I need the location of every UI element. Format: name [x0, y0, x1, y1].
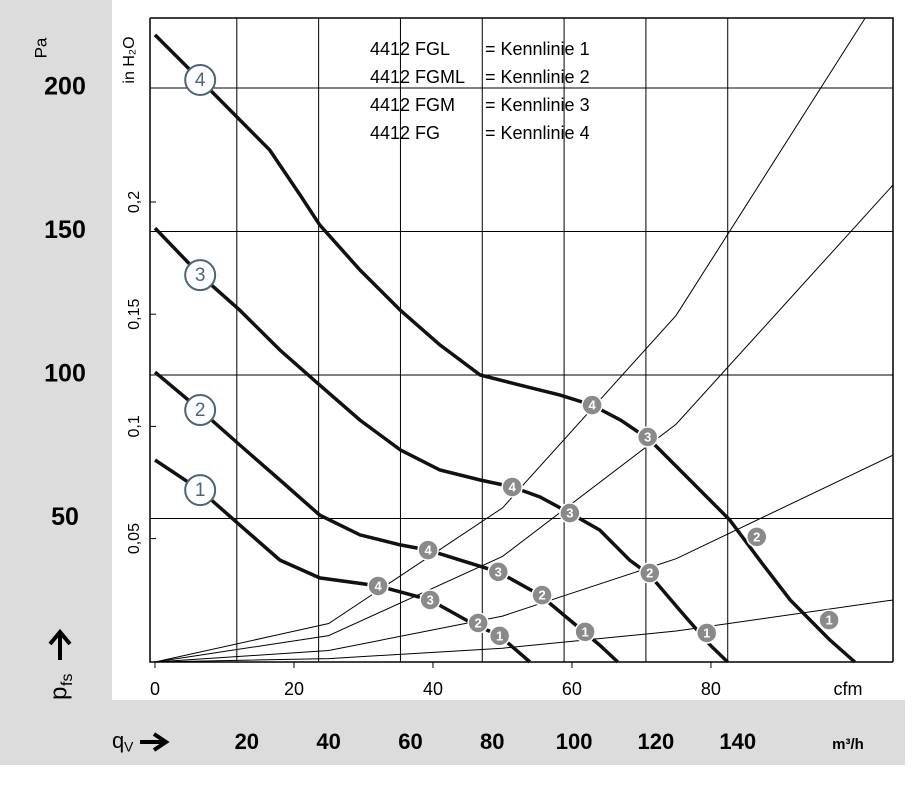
- operating-point-label: 3: [644, 429, 651, 444]
- legend-model: 4412 FGL: [370, 39, 450, 59]
- operating-point: [367, 575, 389, 597]
- x2-tick-label: 60: [398, 729, 422, 754]
- operating-point-label: 1: [703, 625, 710, 640]
- operating-point: [559, 502, 581, 524]
- operating-point-label: 2: [538, 588, 545, 603]
- y-tick-label: 50: [51, 503, 79, 531]
- curve-badge-label: 2: [195, 400, 206, 421]
- curve-badge: [184, 63, 217, 96]
- x-arrow: [140, 732, 170, 752]
- operating-point: [531, 584, 553, 606]
- x2-tick-label: 100: [556, 729, 593, 754]
- y-arrow: [48, 628, 72, 660]
- legend-curve: = Kennlinie 3: [485, 95, 590, 115]
- y2-tick-label: 0,2: [126, 191, 143, 213]
- x-tick-label: 40: [423, 679, 443, 699]
- x-tick-label: 0: [150, 679, 160, 699]
- legend-model: 4412 FGM: [370, 95, 455, 115]
- y2-tick-label: 0,1: [126, 415, 143, 437]
- system-curve: [154, 184, 894, 663]
- y-axis-label: Pa: [31, 37, 50, 58]
- x2-tick-label: 40: [316, 729, 340, 754]
- operating-point: [501, 476, 523, 498]
- fan-curve: [153, 33, 856, 664]
- operating-point: [417, 539, 439, 561]
- plot-frame: [149, 17, 894, 663]
- y-symbol: p fs: [45, 628, 76, 700]
- operating-point: [487, 561, 510, 583]
- legend-model: 4412 FGML: [370, 67, 465, 87]
- curve-badge: [184, 259, 217, 292]
- operating-point: [636, 426, 659, 448]
- x-symbol-sub: V: [124, 739, 134, 755]
- fan-curve: [153, 370, 619, 664]
- y-tick-label: 100: [44, 360, 86, 388]
- operating-point: [639, 562, 661, 584]
- operating-point-label: 2: [753, 529, 760, 544]
- x2-tick-label: 20: [235, 729, 259, 754]
- curve-badge-label: 3: [195, 265, 206, 286]
- x-symbol-main: q: [112, 728, 124, 753]
- y2-tick-label: 0,05: [126, 523, 143, 554]
- system-curve: [154, 17, 866, 663]
- operating-point: [488, 625, 511, 647]
- operating-point: [818, 609, 840, 631]
- y-tick-label: 200: [44, 73, 86, 101]
- legend-curve: = Kennlinie 4: [485, 123, 590, 143]
- operating-point-label: 1: [496, 628, 503, 643]
- curve-badge: [184, 474, 217, 507]
- y-tick-label: 150: [44, 216, 86, 244]
- operating-point-label: 2: [646, 565, 653, 580]
- operating-point-label: 3: [427, 592, 434, 607]
- system-curve: [154, 454, 894, 663]
- operating-point: [581, 394, 603, 416]
- operating-point-label: 3: [495, 564, 502, 579]
- operating-point-label: 4: [588, 398, 596, 413]
- operating-point: [746, 526, 768, 548]
- operating-point: [696, 622, 718, 644]
- y2-tick-label: 0,15: [126, 299, 143, 330]
- operating-point-label: 2: [475, 615, 482, 630]
- y-symbol-sub: fs: [59, 674, 76, 686]
- x2-tick-label: 120: [638, 729, 675, 754]
- x-tick-label: 60: [562, 679, 582, 699]
- curve-badge-label: 4: [195, 70, 206, 91]
- operating-point: [574, 621, 596, 643]
- x2-axis-label: m³/h: [832, 736, 864, 753]
- legend-model: 4412 FG: [370, 123, 440, 143]
- bottom-band: [0, 700, 905, 765]
- system-curve: [154, 599, 894, 663]
- operating-point: [467, 612, 489, 634]
- operating-point-label: 1: [825, 613, 832, 628]
- legend-curve: = Kennlinie 1: [485, 39, 590, 59]
- operating-point-label: 1: [582, 624, 589, 639]
- operating-point: [419, 589, 441, 611]
- x-axis-label: cfm: [834, 679, 863, 699]
- x2-tick-label: 140: [719, 729, 756, 754]
- operating-point-label: 3: [566, 505, 573, 520]
- y-symbol-main: p: [45, 687, 72, 700]
- x-tick-label: 20: [284, 679, 304, 699]
- curve-badge-label: 1: [195, 480, 206, 501]
- legend-curve: = Kennlinie 2: [485, 67, 590, 87]
- operating-point-label: 4: [424, 543, 432, 558]
- x2-tick-label: 80: [480, 729, 504, 754]
- operating-point-label: 4: [374, 578, 382, 593]
- operating-point-label: 4: [509, 479, 517, 494]
- curve-badge: [184, 394, 217, 427]
- x-tick-label: 80: [701, 679, 721, 699]
- y2-axis-label: in H₂O: [121, 36, 138, 83]
